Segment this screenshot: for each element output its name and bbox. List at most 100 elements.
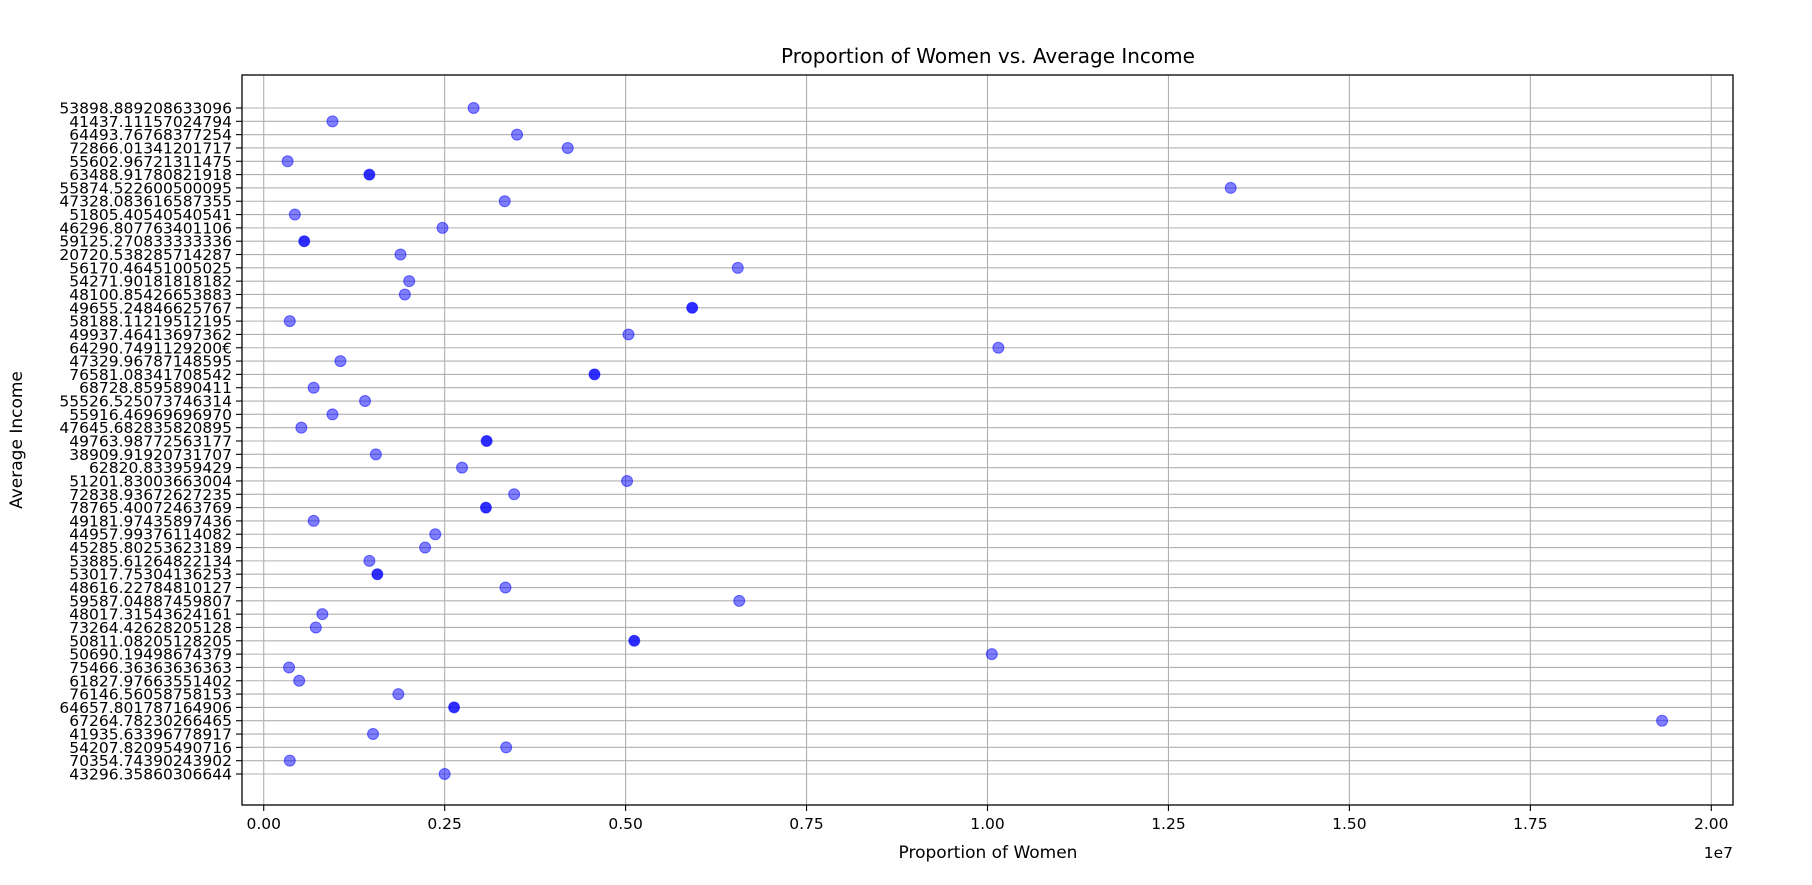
y-tick-label: 59587.04887459807 [69,592,232,610]
y-tick-label: 64493.76768377254 [69,126,232,144]
data-point [369,448,382,461]
y-tick-label: 64290.7491129200€ [69,339,232,357]
data-point [621,474,634,487]
data-point [992,341,1005,354]
data-point [281,155,294,168]
y-tick-label: 72838.93672627235 [69,486,232,504]
data-point [307,381,320,394]
data-point [456,461,469,474]
data-point [588,368,601,381]
x-axis-offset-label: 1e7 [1704,844,1733,862]
x-tick-label: 1.75 [1513,815,1548,833]
x-tick-label: 0.00 [246,815,281,833]
y-tick-label: 48017.31543624161 [69,606,232,624]
y-tick-label: 76146.56058758153 [69,686,232,704]
data-point [326,115,339,128]
y-tick-label: 53885.61264822134 [69,552,232,570]
y-tick-label: 50690.19498674379 [69,646,232,664]
y-tick-label: 78765.40072463769 [69,499,232,517]
data-point [307,514,320,527]
data-point [403,275,416,288]
y-tick-label: 47329.96787148595 [69,353,232,371]
y-tick-label: 41935.63396778917 [69,726,232,744]
data-point [561,141,574,154]
y-tick-label: 50811.08205128205 [69,632,232,650]
y-tick-label: 49655.24846625767 [69,299,232,317]
data-point [985,648,998,661]
data-point [686,301,699,314]
y-tick-label: 63488.91780821918 [69,166,232,184]
data-point [371,568,384,581]
y-tick-label: 55916.46969696970 [69,406,232,424]
x-axis-label: Proportion of Women [899,843,1078,863]
data-point [511,128,524,141]
y-tick-label: 70354.74390243902 [69,752,232,770]
x-tick-label: 0.75 [789,815,824,833]
grid [242,75,1733,805]
data-point [1656,714,1669,727]
data-point [367,728,380,741]
data-point [733,594,746,607]
data-point [283,315,296,328]
data-point [480,435,493,447]
data-point [309,621,322,634]
y-tick-label: 53898.889208633096 [59,100,232,118]
data-point [436,221,449,234]
y-tick-label: 49181.97435897436 [69,512,232,530]
data-point [295,421,308,434]
y-tick-label: 55526.525073746314 [59,393,232,411]
y-axis-label: Average Income [7,371,27,509]
y-tick-label: 48100.85426653883 [69,286,232,304]
data-point [467,102,480,114]
x-tick-label: 2.00 [1694,815,1729,833]
data-point [499,581,512,594]
data-point [419,541,432,554]
x-tick-label: 1.00 [970,815,1005,833]
y-tick-label: 72866.01341201717 [69,139,232,157]
y-tick-label: 56170.46451005025 [69,259,232,277]
y-tick-label: 54271.90181818182 [69,273,232,291]
y-tick-label: 46296.807763401106 [59,219,232,237]
y-tick-label: 49937.46413697362 [69,326,232,344]
y-tick-label: 61827.97663551402 [69,672,232,690]
data-point [500,741,513,754]
y-tick-label: 59125.270833333336 [59,233,232,251]
data-point [1224,181,1237,194]
y-tick-label: 38909.91920731707 [69,446,232,464]
y-tick-label: 76581.08341708542 [69,366,232,384]
data-point [288,208,301,221]
y-tick-label: 44957.99376114082 [69,526,232,544]
y-tick-label: 51805.40540540541 [69,206,232,224]
y-tick-label: 20720.538285714287 [59,246,232,264]
chart-title: Proportion of Women vs. Average Income [781,44,1195,68]
data-point [334,355,347,368]
y-tick-label: 54207.82095490716 [69,739,232,757]
y-tick-label: 47645.682835820895 [59,419,232,437]
x-tick-label: 0.25 [427,815,462,833]
y-tick-label: 62820.833959429 [89,459,232,477]
data-point [479,501,492,514]
data-point [394,248,407,261]
data-point [392,688,405,701]
data-point [326,408,339,421]
y-tick-label: 58188.11219512195 [69,313,232,331]
data-point [448,701,461,714]
y-tick-label: 67264.78230266465 [69,712,232,730]
y-tick-label: 48616.22784810127 [69,579,232,597]
y-tick-label: 55874.522600500095 [59,179,232,197]
data-point [363,554,376,567]
y-tick-label: 75466.36363636363 [69,659,232,677]
y-tick-label: 45285.80253623189 [69,539,232,557]
y-tick-label: 53017.75304136253 [69,566,232,584]
data-point [298,235,311,248]
x-tick-label: 1.50 [1332,815,1367,833]
data-point [363,168,376,181]
y-tick-label: 64657.801787164906 [59,699,232,717]
y-tick-label: 47328.083616587355 [59,193,232,211]
x-tick-label: 1.25 [1151,815,1186,833]
x-axis-ticks: 0.00 0.25 0.50 0.75 1.00 1.25 1.50 1.75 2.00 [246,805,1729,833]
data-point [283,754,296,767]
y-axis-ticks: 53898.88920863309641437.1115702479464493… [59,100,242,784]
data-point [628,634,641,647]
